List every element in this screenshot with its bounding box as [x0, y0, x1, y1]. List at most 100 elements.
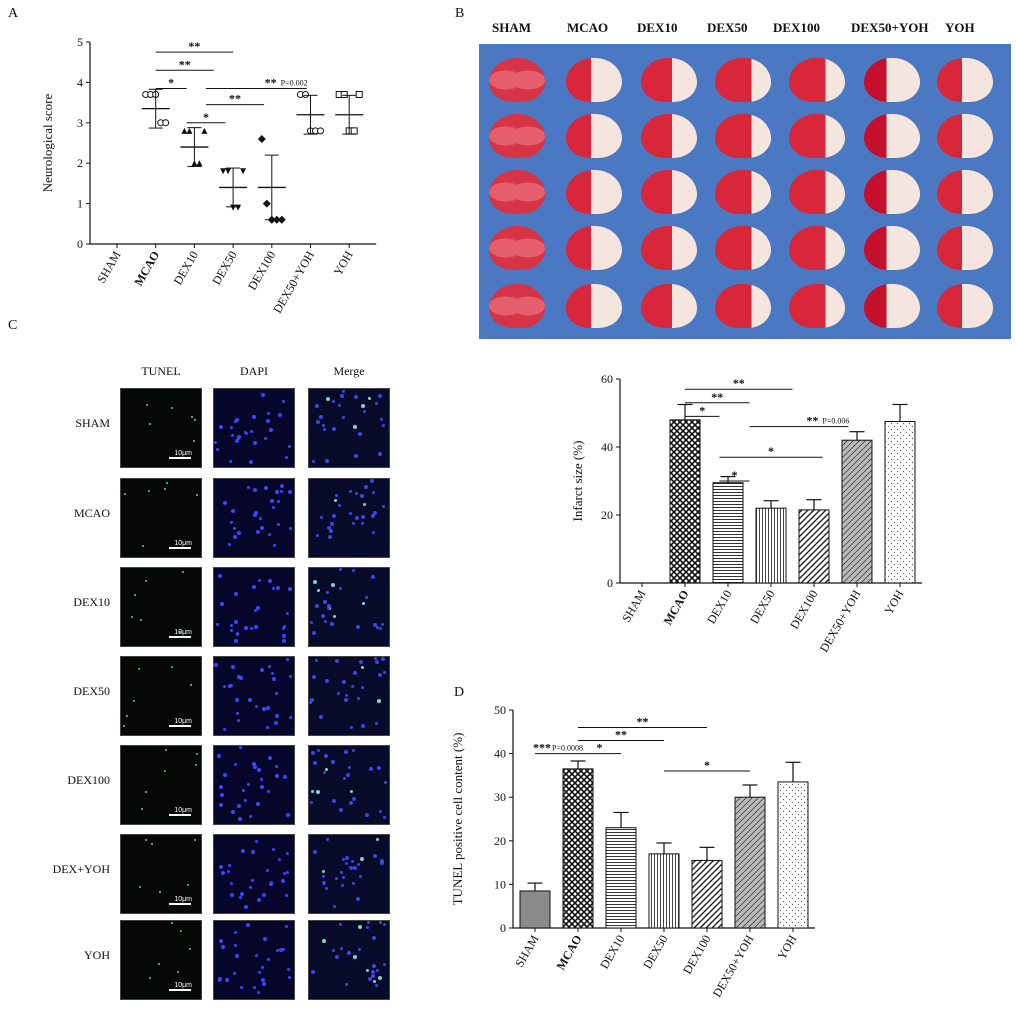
cell-dot	[286, 658, 289, 661]
cell-dot	[285, 925, 288, 928]
p-value-label: P=0.002	[281, 78, 308, 87]
cell-dot	[182, 571, 184, 573]
data-point	[355, 91, 363, 99]
cell-dot	[187, 884, 189, 886]
cell-dot	[352, 797, 356, 801]
brain-slice	[715, 284, 771, 328]
cell-dot	[164, 770, 166, 772]
cell-dot	[332, 799, 336, 803]
y-axis-label: Neurological score	[40, 94, 55, 193]
cell-dot	[196, 753, 198, 755]
panel-letter-b: B	[455, 6, 465, 21]
cell-dot	[325, 459, 329, 463]
cell-dot	[231, 509, 235, 513]
x-tick-label: DEX50+YOH	[270, 248, 317, 315]
cell-dot	[241, 849, 245, 853]
brain-slice	[937, 114, 993, 158]
y-tick-label: 0	[607, 576, 613, 590]
cell-dot	[361, 515, 365, 519]
cell-dot	[331, 583, 335, 587]
brain-column-header: DEX50	[707, 20, 748, 35]
data-point	[186, 127, 193, 134]
y-axis-label: Infarct size (%)	[570, 441, 585, 522]
cell-dot	[286, 813, 290, 817]
cell-dot	[277, 523, 280, 526]
cell-dot	[357, 863, 360, 866]
micrograph-dapi	[213, 388, 295, 468]
cell-dot	[240, 892, 244, 896]
cell-dot	[139, 886, 141, 888]
bar	[648, 853, 680, 929]
cell-dot	[268, 665, 271, 668]
y-tick-label: 10	[494, 877, 506, 891]
cell-dot	[277, 500, 280, 503]
tunel-row-label: MCAO	[73, 506, 110, 520]
cell-dot	[313, 761, 317, 765]
data-point	[230, 204, 237, 211]
y-axis-label: TUNEL positive cell content (%)	[450, 733, 465, 906]
cell-dot	[328, 535, 332, 539]
cell-dot	[367, 921, 370, 924]
cell-dot	[341, 884, 344, 887]
y-tick-label: 5	[77, 35, 83, 49]
cell-dot	[347, 951, 351, 955]
micrograph-merge	[308, 478, 390, 558]
cell-dot	[335, 955, 339, 959]
cell-dot	[326, 838, 329, 841]
micrograph-dapi	[213, 920, 295, 1000]
cell-dot	[230, 893, 234, 897]
cell-dot	[339, 808, 343, 812]
cell-dot	[230, 882, 233, 885]
cell-dot	[310, 621, 313, 624]
cell-dot	[281, 879, 285, 883]
cell-dot	[282, 627, 285, 630]
cell-dot	[237, 719, 240, 722]
cell-dot	[214, 441, 217, 444]
cell-dot	[276, 586, 280, 590]
x-tick-label: SHAM	[619, 587, 649, 624]
cell-dot	[342, 390, 345, 393]
tunel-column-header: TUNEL	[141, 364, 181, 378]
cell-dot	[234, 763, 237, 766]
cell-dot	[313, 850, 317, 854]
significance-label: *	[168, 75, 174, 89]
cell-dot	[223, 501, 227, 505]
cell-dot	[361, 724, 365, 728]
brain-slice	[489, 114, 545, 158]
cell-dot	[253, 986, 256, 989]
cell-dot	[371, 514, 375, 518]
cell-dot	[349, 490, 352, 493]
cell-dot	[237, 531, 241, 535]
cell-dot	[325, 768, 328, 771]
cell-dot	[283, 625, 286, 628]
cell-dot	[240, 986, 243, 989]
cell-dot	[283, 775, 287, 779]
y-tick-label: 3	[77, 116, 83, 130]
cell-dot	[335, 494, 338, 497]
cell-dot	[379, 627, 382, 630]
y-tick-label: 20	[494, 834, 506, 848]
cell-dot	[326, 397, 330, 401]
cell-dot	[219, 939, 223, 943]
cell-dot	[262, 893, 266, 897]
scale-bar-label: 10μm	[174, 450, 192, 457]
cell-dot	[325, 679, 329, 683]
cell-dot	[140, 619, 142, 621]
y-tick-label: 40	[601, 440, 613, 454]
cell-dot	[234, 620, 238, 624]
cell-dot	[235, 439, 239, 443]
cell-dot	[332, 427, 336, 431]
cell-dot	[381, 623, 384, 626]
cell-dot	[352, 522, 355, 525]
cell-dot	[194, 839, 196, 841]
data-point	[317, 127, 324, 135]
cell-dot	[253, 441, 257, 445]
cell-dot	[166, 482, 168, 484]
cell-dot	[260, 526, 264, 530]
cell-dot	[219, 425, 223, 429]
x-tick-label: DEX50+YOH	[710, 932, 757, 999]
cell-dot	[378, 452, 382, 456]
brain-slice	[937, 170, 993, 214]
brain-slice	[489, 58, 545, 102]
cell-dot	[311, 751, 315, 755]
